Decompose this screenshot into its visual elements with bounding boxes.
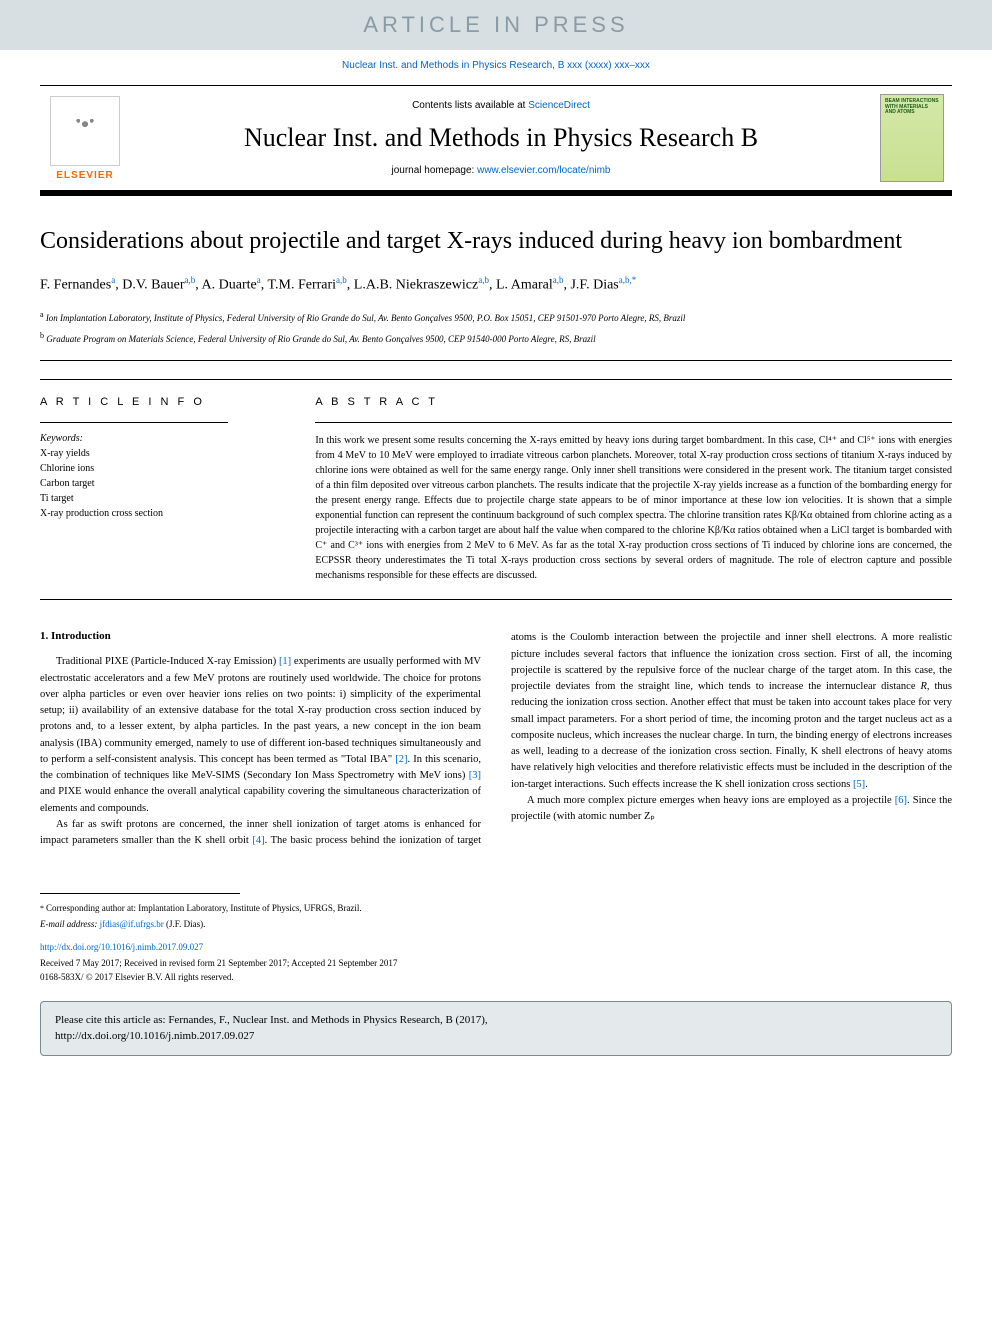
elsevier-text: ELSEVIER	[56, 170, 113, 181]
cover-image: BEAM INTERACTIONS WITH MATERIALS AND ATO…	[880, 94, 944, 182]
sciencedirect-link[interactable]: ScienceDirect	[528, 100, 590, 111]
abstract-heading: A B S T R A C T	[315, 396, 952, 408]
keywords-label: Keywords:	[40, 433, 275, 444]
ref-link[interactable]: [4]	[252, 835, 264, 846]
keyword: Carbon target	[40, 476, 275, 491]
intro-p1: Traditional PIXE (Particle-Induced X-ray…	[40, 654, 481, 817]
introduction-section: 1. Introduction Traditional PIXE (Partic…	[40, 630, 952, 849]
corr-text: Corresponding author at: Implantation La…	[46, 903, 362, 913]
article-content: Considerations about projectile and targ…	[0, 196, 992, 869]
keyword: Chlorine ions	[40, 461, 275, 476]
affiliations: a Ion Implantation Laboratory, Institute…	[40, 309, 952, 346]
homepage-prefix: journal homepage:	[391, 165, 477, 176]
contents-prefix: Contents lists available at	[412, 100, 528, 111]
info-abstract-row: A R T I C L E I N F O Keywords: X-ray yi…	[40, 379, 952, 600]
abstract-text: In this work we present some results con…	[315, 433, 952, 583]
keyword: Ti target	[40, 491, 275, 506]
banner-text: ARTICLE IN PRESS	[363, 12, 628, 37]
article-info-heading: A R T I C L E I N F O	[40, 396, 275, 408]
email-label: E-mail address:	[40, 919, 100, 929]
ref-link[interactable]: [3]	[469, 770, 481, 781]
affiliation: a Ion Implantation Laboratory, Institute…	[40, 309, 952, 326]
doi-anchor[interactable]: http://dx.doi.org/10.1016/j.nimb.2017.09…	[40, 942, 203, 952]
keywords-list: X-ray yieldsChlorine ionsCarbon targetTi…	[40, 446, 275, 521]
cite-line2: http://dx.doi.org/10.1016/j.nimb.2017.09…	[55, 1028, 937, 1045]
article-info: A R T I C L E I N F O Keywords: X-ray yi…	[40, 380, 295, 599]
email-link[interactable]: jfdias@if.ufrgs.br	[100, 919, 164, 929]
keyword: X-ray yields	[40, 446, 275, 461]
affiliation: b Graduate Program on Materials Science,…	[40, 330, 952, 347]
footer: * Corresponding author at: Implantation …	[0, 902, 992, 985]
intro-p3: A much more complex picture emerges when…	[511, 793, 952, 826]
contents-line: Contents lists available at ScienceDirec…	[150, 100, 852, 111]
cover-label: BEAM INTERACTIONS WITH MATERIALS AND ATO…	[885, 99, 939, 116]
elsevier-logo: ELSEVIER	[40, 86, 130, 190]
ref-link[interactable]: [6]	[895, 795, 907, 806]
homepage-link[interactable]: www.elsevier.com/locate/nimb	[477, 165, 610, 176]
received-dates: Received 7 May 2017; Received in revised…	[40, 957, 952, 971]
elsevier-tree-icon	[50, 96, 120, 166]
copyright: 0168-583X/ © 2017 Elsevier B.V. All righ…	[40, 971, 952, 985]
email-name: (J.F. Dias).	[164, 919, 206, 929]
ref-link[interactable]: [5]	[853, 779, 865, 790]
journal-title: Nuclear Inst. and Methods in Physics Res…	[150, 123, 852, 153]
article-in-press-banner: ARTICLE IN PRESS	[0, 0, 992, 50]
divider	[315, 422, 952, 423]
corresponding-author: * Corresponding author at: Implantation …	[40, 902, 952, 916]
homepage-line: journal homepage: www.elsevier.com/locat…	[150, 165, 852, 176]
journal-ref-link[interactable]: Nuclear Inst. and Methods in Physics Res…	[342, 60, 650, 71]
footer-separator	[40, 893, 240, 894]
divider	[40, 422, 228, 423]
keyword: X-ray production cross section	[40, 506, 275, 521]
email-line: E-mail address: jfdias@if.ufrgs.br (J.F.…	[40, 918, 952, 932]
journal-reference: Nuclear Inst. and Methods in Physics Res…	[0, 60, 992, 71]
intro-heading: 1. Introduction	[40, 630, 481, 642]
ref-link[interactable]: [2]	[395, 754, 407, 765]
divider	[40, 360, 952, 361]
header-center: Contents lists available at ScienceDirec…	[130, 86, 872, 190]
article-title: Considerations about projectile and targ…	[40, 226, 952, 257]
cite-line1: Please cite this article as: Fernandes, …	[55, 1012, 937, 1029]
doi-link[interactable]: http://dx.doi.org/10.1016/j.nimb.2017.09…	[40, 941, 952, 955]
journal-header: ELSEVIER Contents lists available at Sci…	[40, 85, 952, 196]
journal-cover: BEAM INTERACTIONS WITH MATERIALS AND ATO…	[872, 86, 952, 190]
ref-link[interactable]: [1]	[279, 656, 291, 667]
authors: F. Fernandesa, D.V. Bauera,b, A. Duartea…	[40, 273, 952, 297]
citation-box: Please cite this article as: Fernandes, …	[40, 1001, 952, 1056]
abstract: A B S T R A C T In this work we present …	[295, 380, 952, 599]
